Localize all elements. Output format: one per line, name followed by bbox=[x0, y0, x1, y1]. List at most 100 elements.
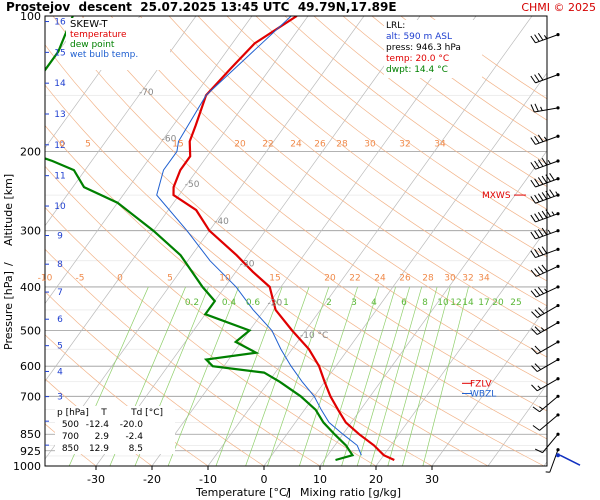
table-cell: 8.5 bbox=[128, 444, 143, 454]
altitude-tick-label: 9 bbox=[57, 232, 63, 242]
isotherm-label: -50 bbox=[185, 180, 200, 190]
y-axis-label: Pressure [hPa] bbox=[2, 271, 15, 350]
isotherm-label: -60 bbox=[162, 134, 177, 144]
dry-adiabat bbox=[45, 291, 265, 466]
wind-barb bbox=[530, 227, 560, 240]
pressure-tick-label: 600 bbox=[20, 360, 41, 373]
wind-barb-feather bbox=[531, 384, 538, 392]
dry-adiabat bbox=[226, 16, 547, 258]
wind-barb bbox=[530, 32, 560, 44]
isotherm-line bbox=[45, 16, 309, 382]
wind-barb-feather bbox=[532, 425, 540, 431]
wind-barb-dot bbox=[556, 33, 560, 37]
pressure-tick-label: 700 bbox=[20, 390, 41, 403]
altitude-tick-label: 6 bbox=[57, 315, 63, 325]
table-header-t: T bbox=[101, 408, 107, 418]
altitude-tick-label: 8 bbox=[57, 260, 63, 270]
wind-barb bbox=[532, 413, 560, 431]
wind-barb-half-feather bbox=[547, 229, 551, 234]
wind-barb-feather bbox=[534, 268, 541, 276]
wind-barb-feather bbox=[541, 175, 548, 184]
wind-barb-half-feather bbox=[540, 327, 545, 331]
table-cell: 12.9 bbox=[88, 444, 109, 454]
wind-barb-feather bbox=[537, 32, 544, 41]
wind-barb-feather bbox=[534, 345, 542, 353]
wind-barb-feather bbox=[530, 231, 536, 240]
mixing-ratio-label: 14 bbox=[462, 298, 474, 308]
theta-label: 28 bbox=[336, 139, 348, 149]
pressure-tick-label: 300 bbox=[20, 225, 41, 238]
isotherm-line bbox=[45, 16, 141, 149]
wind-barb bbox=[530, 157, 560, 170]
wind-barb-dot bbox=[556, 247, 560, 251]
isotherm-line bbox=[45, 16, 365, 460]
wind-barb-feather bbox=[534, 34, 540, 42]
chart-title: Prostejov descent 25.07.2025 13:45 UTC 4… bbox=[6, 0, 397, 14]
x-tick-label: -30 bbox=[87, 473, 105, 486]
levels-table-header: p [hPa] T Td [°C] bbox=[57, 407, 173, 419]
wind-barb-feather bbox=[538, 307, 545, 314]
wind-barb bbox=[530, 103, 560, 113]
wind-barb-feather bbox=[532, 406, 540, 413]
altitude-tick-label: 4 bbox=[57, 367, 63, 377]
wind-barb-feather bbox=[545, 190, 551, 199]
wind-barb-feather bbox=[541, 227, 548, 236]
theta-label: 34 bbox=[478, 273, 490, 283]
pressure-tick-label: 100 bbox=[20, 10, 41, 23]
theta-label: 0 bbox=[59, 139, 65, 149]
wind-barb-feather bbox=[534, 288, 541, 296]
wind-barb-feather bbox=[541, 264, 548, 272]
dry-adiabat bbox=[197, 16, 547, 282]
isotherm-label: -30 bbox=[240, 259, 255, 269]
wind-barb-feather bbox=[530, 162, 536, 170]
theta-label: 34 bbox=[434, 139, 446, 149]
theta-label: 32 bbox=[399, 139, 410, 149]
isotherm-line bbox=[95, 16, 421, 466]
wind-barb-feather bbox=[537, 212, 544, 220]
mixing-ratio-label: 0.4 bbox=[222, 298, 237, 308]
mixing-ratio-label: 0.6 bbox=[246, 298, 261, 308]
series-layer bbox=[45, 16, 395, 462]
wind-barb-feather bbox=[534, 103, 539, 112]
axis-label-separator: / bbox=[286, 486, 290, 499]
altitude-tick-label: 13 bbox=[54, 110, 65, 120]
wind-barb-feather bbox=[530, 179, 536, 188]
x-tick-label: 0 bbox=[261, 473, 268, 486]
mixing-ratio-label: 2 bbox=[326, 298, 332, 308]
wind-barb-feather bbox=[530, 269, 537, 277]
isotherm-label: -10 °C bbox=[300, 331, 328, 341]
wind-barb-feather bbox=[530, 35, 536, 44]
lrl-dewpoint: dwpt: 14.4 °C bbox=[386, 65, 448, 75]
table-header-td: Td [°C] bbox=[131, 408, 163, 418]
wind-barb-feather bbox=[534, 230, 540, 238]
wind-barb-feather bbox=[545, 174, 551, 182]
y-axis-label-altitude: Altitude [km] bbox=[2, 174, 15, 246]
credit-label: CHMI © 2025 bbox=[521, 1, 596, 14]
dry-adiabat bbox=[45, 84, 545, 466]
wind-barb-dot bbox=[556, 394, 560, 398]
table-cell: 700 bbox=[61, 432, 79, 442]
lrl-altitude: alt: 590 m ASL bbox=[386, 32, 452, 42]
wind-barb bbox=[530, 173, 560, 188]
mixing-ratio-line bbox=[215, 286, 283, 466]
table-row: 500 -12.4 -20.0 bbox=[57, 419, 173, 431]
mixing-ratio-line bbox=[299, 286, 358, 466]
wind-barb-feather bbox=[534, 135, 540, 144]
wind-barb-feather bbox=[530, 250, 536, 258]
dry-adiabat bbox=[139, 16, 547, 332]
lrl-marker-dot bbox=[556, 453, 560, 458]
labels-layer: -30 -20 -10 0 10 20 30100200300400500600700850… bbox=[2, 10, 526, 499]
dry-adiabat bbox=[45, 124, 489, 466]
lrl-temperature: temp: 20.0 °C bbox=[386, 54, 450, 64]
dry-adiabat bbox=[255, 16, 547, 234]
altitude-tick-label: 16 bbox=[54, 18, 66, 28]
dry-adiabat bbox=[429, 16, 547, 100]
wind-barbs-layer bbox=[530, 32, 581, 473]
lrl-info: LRL: alt: 590 m ASL press: 946.3 hPa tem… bbox=[384, 20, 482, 78]
frame-layer bbox=[44, 15, 548, 470]
isotherm-line bbox=[431, 305, 547, 466]
dry-adiabat bbox=[168, 16, 547, 307]
altitude-tick-label: 15 bbox=[54, 48, 65, 58]
wind-barb-feather bbox=[531, 365, 538, 372]
